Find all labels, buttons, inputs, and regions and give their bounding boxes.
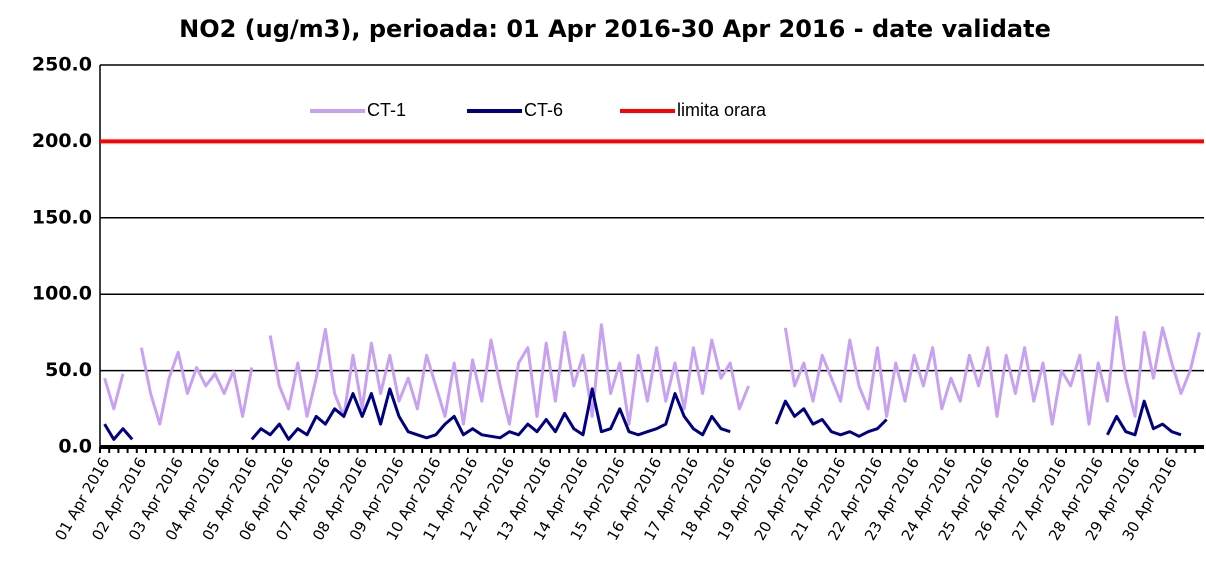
y-tick-label: 150.0 [32,206,92,228]
chart-title: NO2 (ug/m3), perioada: 01 Apr 2016-30 Ap… [179,15,1051,43]
legend-label: CT-6 [524,100,563,120]
y-tick-label: 200.0 [32,130,92,152]
y-tick-label: 100.0 [32,283,92,305]
legend-label: CT-1 [367,100,406,120]
series-line [103,387,1182,441]
legend-label: limita orara [677,100,767,120]
y-tick-label: 0.0 [58,436,92,458]
series-line [103,315,1201,426]
y-tick-label: 50.0 [45,359,92,381]
y-tick-label: 250.0 [32,54,92,76]
